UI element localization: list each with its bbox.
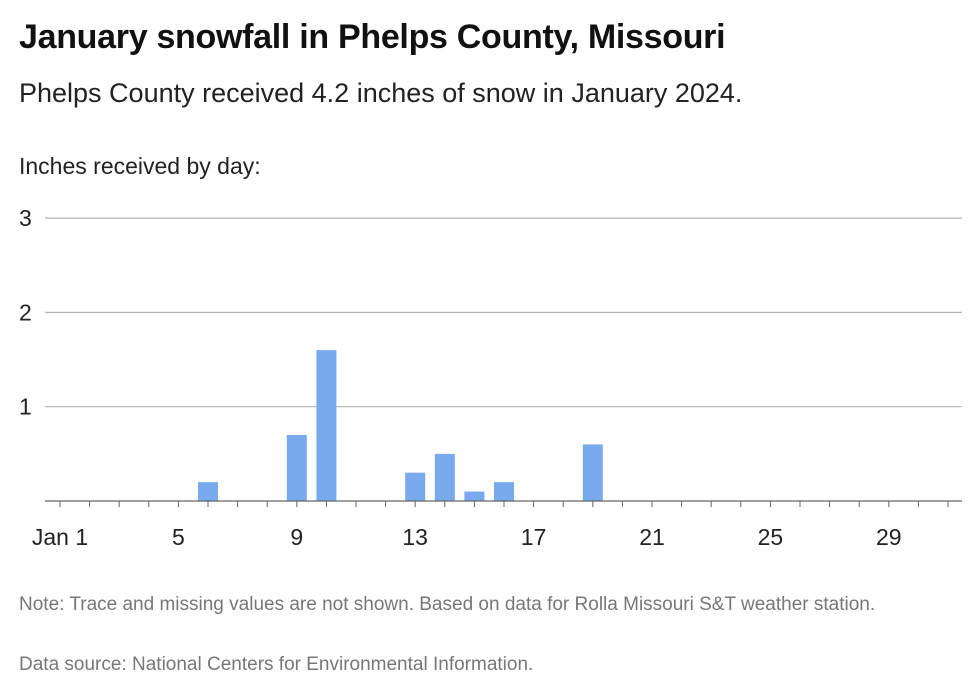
- bar-jan-10: [316, 350, 337, 501]
- bar-jan-13: [405, 472, 426, 501]
- snowfall-bar-chart: 1 2 3 Jan 1 5 9 13 17 21 25 29: [19, 205, 962, 550]
- y-tick-label: 2: [19, 299, 32, 325]
- x-tick-label: 5: [172, 524, 185, 550]
- chart-subtitle: Phelps County received 4.2 inches of sno…: [19, 78, 743, 108]
- x-tick-label: 21: [639, 524, 665, 550]
- y-axis-label: Inches received by day:: [19, 153, 261, 179]
- x-axis: Jan 1 5 9 13 17 21 25 29: [32, 500, 962, 550]
- chart-note: Note: Trace and missing values are not s…: [19, 594, 876, 615]
- x-tick-label: 29: [876, 524, 902, 550]
- chart-title: January snowfall in Phelps County, Misso…: [19, 18, 726, 56]
- x-tick-label: 25: [758, 524, 784, 550]
- y-tick-label: 3: [19, 205, 32, 231]
- y-tick-label: 1: [19, 394, 32, 420]
- bars: [198, 350, 603, 501]
- bar-jan-6: [198, 482, 218, 501]
- x-tick-label: 9: [290, 524, 303, 550]
- gridlines: 1 2 3: [19, 205, 962, 420]
- bar-jan-14: [434, 453, 455, 501]
- bar-jan-16: [494, 482, 514, 501]
- bar-jan-9: [286, 434, 307, 501]
- bar-jan-15: [464, 491, 485, 501]
- x-tick-label: 17: [521, 524, 547, 550]
- data-source: Data source: National Centers for Enviro…: [19, 654, 534, 675]
- x-tick-label: 13: [402, 524, 428, 550]
- x-tick-label: Jan 1: [32, 524, 88, 550]
- bar-jan-19: [582, 444, 603, 501]
